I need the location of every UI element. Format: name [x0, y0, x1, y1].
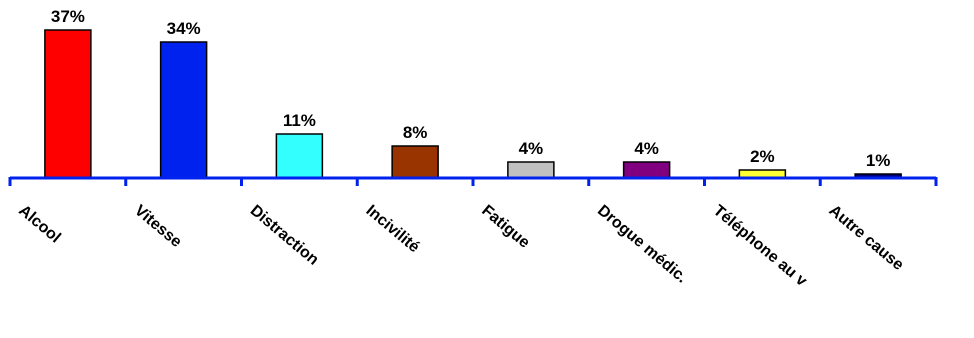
category-label: Fatigue — [478, 202, 533, 252]
data-label: 4% — [634, 139, 659, 158]
category-label: Téléphone au v — [710, 202, 810, 290]
value-labels-group: 37% 34% 11% 8% 4% 4% 2% 1% — [51, 7, 891, 170]
category-labels-group: Alcool Vitesse Distraction Incivilité Fatigu… — [15, 202, 906, 290]
bar-fatigue — [507, 161, 555, 179]
bar-drogue-m-dic- — [622, 161, 671, 179]
category-label: Vitesse — [131, 202, 185, 251]
category-label: Incivilité — [363, 202, 423, 256]
category-label: Alcool — [15, 202, 63, 246]
x-axis — [8, 176, 938, 186]
data-label: 11% — [283, 111, 316, 130]
bar-alcool — [44, 29, 92, 179]
category-label: Drogue médic. — [594, 202, 690, 286]
data-label: 8% — [403, 123, 428, 142]
bar-distraction — [275, 133, 324, 179]
category-label: Distraction — [247, 202, 322, 269]
data-label: 4% — [519, 139, 544, 158]
data-label: 2% — [750, 147, 775, 166]
bar-incivilit- — [391, 145, 439, 179]
category-label: Autre cause — [826, 202, 907, 274]
bar-vitesse — [159, 41, 208, 179]
data-label: 1% — [866, 151, 891, 170]
data-label: 34% — [167, 19, 201, 38]
bars-group — [44, 29, 902, 179]
data-label: 37% — [51, 7, 85, 26]
